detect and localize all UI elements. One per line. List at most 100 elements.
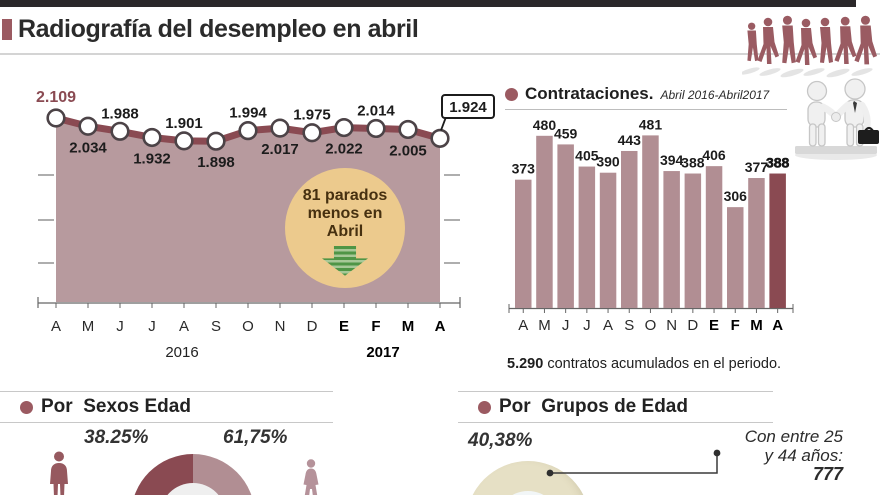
bar-value: 481 — [639, 116, 663, 132]
person-silhouette — [782, 15, 796, 64]
month-label: A — [772, 317, 783, 334]
briefcase-icon — [858, 130, 879, 144]
data-point — [206, 131, 226, 151]
data-point — [334, 117, 354, 138]
month-label: O — [645, 317, 657, 334]
person-silhouette — [854, 15, 877, 65]
value-label: 1.975 — [293, 107, 331, 124]
bar — [705, 166, 723, 308]
data-point — [78, 116, 98, 136]
bar — [536, 135, 553, 308]
age-percentage: 40,38% — [468, 430, 533, 451]
month-label: M — [82, 318, 95, 335]
bar — [769, 173, 786, 308]
age-callout-line — [546, 449, 721, 477]
person-silhouette — [757, 17, 779, 64]
bar-value: 405 — [575, 148, 599, 164]
month-label: A — [603, 317, 613, 334]
data-point — [366, 118, 386, 139]
hiring-bar-chart: 373 A 480 M 459 J 405 J 390 A 443 S 481 O 394 N 388 D 406 E… — [508, 116, 794, 334]
data-point — [430, 128, 450, 148]
data-point — [174, 131, 194, 151]
handshake-illustration — [795, 78, 879, 160]
female-percentage: 61,75% — [223, 427, 288, 448]
section-bullet — [478, 400, 491, 414]
month-label: N — [275, 318, 286, 335]
hiring-section-header: Contrataciones. Abril 2016-Abril2017 — [505, 84, 787, 110]
female-icon — [303, 459, 319, 495]
person-silhouette — [795, 18, 817, 65]
title-bullet — [2, 19, 12, 40]
bar-value: 388 — [681, 155, 705, 171]
year-label: 2016 — [165, 344, 198, 361]
people-silhouettes — [747, 15, 877, 65]
hiring-section-subtitle: Abril 2016-Abril2017 — [660, 88, 770, 102]
hiring-total-text: contratos acumulados en el periodo. — [543, 356, 782, 372]
page-title: Radiografía del desempleo en abril — [18, 15, 419, 43]
value-box — [441, 94, 495, 119]
bar — [684, 173, 702, 308]
callout-text: 81 parados menos en Abril — [302, 187, 388, 240]
bar — [642, 135, 659, 308]
unemployment-area-chart: 2.109 2.034 1.988 1.932 1.901 1.898 1.994 2.017… — [36, 89, 495, 361]
bar — [748, 178, 765, 308]
month-label: J — [562, 317, 570, 334]
section-bullet — [20, 400, 33, 414]
month-label: E — [709, 317, 719, 334]
box-pointer — [440, 116, 447, 131]
month-label: N — [666, 317, 677, 334]
data-point — [302, 123, 322, 143]
hiring-total-value: 5.290 — [507, 356, 544, 372]
year-label: 2017 — [366, 344, 399, 361]
month-label: A — [518, 317, 528, 334]
month-label: M — [538, 317, 551, 334]
tie-icon — [853, 101, 857, 113]
bar — [727, 207, 744, 308]
value-label: 2.017 — [261, 141, 299, 158]
data-point — [398, 119, 418, 140]
month-label: A — [179, 318, 189, 335]
bar-value: 459 — [554, 125, 578, 141]
value-label: 1.898 — [197, 154, 235, 171]
month-label: J — [148, 318, 156, 335]
age-callout-note: Con entre 25 y 44 años: 777 — [713, 427, 843, 485]
value-label: 1.932 — [133, 150, 171, 167]
bar — [663, 171, 680, 308]
age-note-line2: y 44 años: — [764, 445, 843, 465]
age-note-line1: Con entre 25 — [744, 427, 843, 446]
person-silhouette — [834, 16, 857, 64]
month-label: M — [750, 317, 763, 334]
by-age-header: Por Grupos de Edad — [458, 391, 773, 423]
person-silhouette — [747, 22, 759, 62]
bar-value: 394 — [660, 152, 684, 168]
month-label: E — [339, 318, 349, 335]
male-percentage: 38.25% — [84, 427, 149, 448]
month-label: D — [307, 318, 318, 335]
title-rule — [0, 53, 880, 55]
down-arrow-icon — [322, 245, 368, 276]
top-bar — [0, 0, 856, 7]
male-icon — [50, 451, 68, 495]
data-point — [142, 127, 162, 148]
bar-value: 480 — [533, 117, 557, 133]
value-label: 2.022 — [325, 141, 363, 158]
month-label: F — [731, 317, 740, 334]
month-label: O — [242, 318, 254, 335]
value-label: 2.034 — [69, 139, 107, 156]
bar-value: 390 — [596, 154, 620, 170]
month-label: A — [435, 318, 446, 335]
data-point — [46, 108, 66, 128]
by-age-title: Por Grupos de Edad — [499, 396, 688, 417]
by-sex-title: Por Sexos Edad — [41, 396, 191, 417]
bar — [578, 166, 596, 308]
person-silhouette — [820, 17, 833, 63]
data-point — [270, 118, 290, 138]
value-label: 1.994 — [229, 105, 267, 122]
value-label: 2.005 — [389, 142, 427, 159]
month-label: S — [211, 318, 221, 335]
people-shadows — [742, 67, 873, 78]
month-label: J — [583, 317, 591, 334]
hiring-total: 5.290 contratos acumulados en el periodo… — [507, 356, 781, 372]
bar — [599, 172, 617, 308]
